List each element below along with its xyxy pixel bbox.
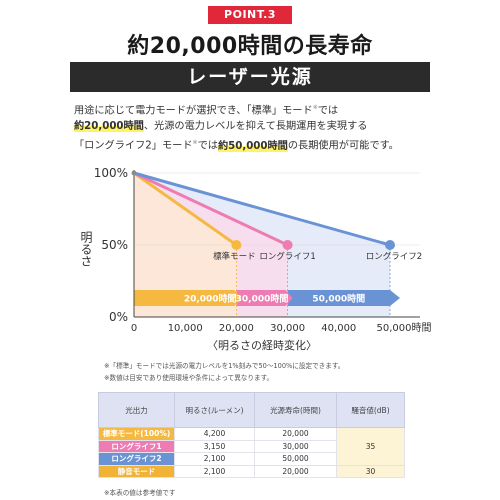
chart-note-1: ※「標準」モードでは光源の電力レベルを1%刻みで50～100%に設定できます。 bbox=[104, 362, 345, 370]
series-label: ロングライフ1 bbox=[259, 251, 315, 262]
x-tick-label: 40,000 bbox=[321, 323, 356, 334]
description-line-2: 約20,000時間、光源の電力レベルを抑えて長期運用を実現する bbox=[74, 121, 368, 133]
lifetime-bar-0 bbox=[134, 290, 242, 306]
x-tick-label: 0 bbox=[131, 323, 137, 334]
mode-cell: ロングライフ1 bbox=[98, 439, 175, 453]
life-cell: 20,000 bbox=[254, 464, 337, 478]
series-endpoint-1 bbox=[282, 240, 293, 250]
series-line-1 bbox=[132, 171, 290, 247]
series-endpoint-0 bbox=[231, 240, 242, 250]
life-cell: 50,000 bbox=[254, 452, 337, 466]
spec-table: 光出力 明るさ(ルーメン) 光源寿命(時間) 騒音値(dB) 標準モード(100… bbox=[98, 392, 405, 478]
y-axis-label: 明るさ bbox=[79, 231, 93, 267]
point-badge: POINT.3 bbox=[208, 6, 292, 24]
x-tick-label: 10,000 bbox=[168, 323, 203, 334]
life-cell: 20,000 bbox=[254, 427, 337, 441]
lumens-cell: 3,150 bbox=[174, 439, 255, 453]
header-lamp-life: 光源寿命(時間) bbox=[254, 392, 337, 428]
series-label: 標準モード bbox=[213, 251, 256, 262]
x-tick-label: 20,000 bbox=[219, 323, 254, 334]
bar-label: 20,000時間 bbox=[184, 293, 237, 305]
header-noise: 騒音値(dB) bbox=[336, 392, 405, 428]
table-row: 標準モード(100%) 4,200 20,000 35 bbox=[98, 427, 405, 466]
table-row: ロングライフ1 3,150 30,000 bbox=[98, 439, 405, 453]
table-row: 静音モード 2,100 20,000 30 bbox=[98, 464, 405, 478]
table-row: ロングライフ2 2,100 50,000 bbox=[98, 452, 405, 466]
bar-label: 50,000時間 bbox=[312, 293, 365, 305]
chart-note-2: ※数値は目安であり使用環境や条件によって異なります。 bbox=[104, 374, 274, 382]
lifetime-bar-1 bbox=[236, 290, 293, 306]
lifetime-bar-2 bbox=[287, 290, 400, 306]
y-tick-label: 50% bbox=[101, 238, 128, 252]
x-tick-label: 50,000時間 bbox=[377, 322, 432, 334]
start-point bbox=[131, 170, 137, 176]
headline: 約20,000時間の長寿命 bbox=[127, 34, 373, 59]
lumens-cell: 4,200 bbox=[174, 427, 255, 441]
header-brightness: 明るさ(ルーメン) bbox=[174, 392, 255, 428]
mode-cell: ロングライフ2 bbox=[98, 452, 175, 466]
y-tick-label: 100% bbox=[94, 166, 128, 180]
table-footnote: ※本表の値は参考値です bbox=[104, 489, 176, 497]
description: 用途に応じて電力モードが選択でき、「標準」モード※では 約20,000時間、光源… bbox=[74, 100, 430, 155]
mode-cell: 静音モード bbox=[98, 464, 175, 478]
noise-cell-shared: 35 bbox=[336, 427, 405, 466]
lumens-cell: 2,100 bbox=[174, 464, 255, 478]
lumens-cell: 2,100 bbox=[174, 452, 255, 466]
x-axis-label: 〈明るさの経時変化〉 bbox=[207, 338, 317, 352]
life-cell: 30,000 bbox=[254, 439, 337, 453]
series-line-2 bbox=[132, 171, 392, 247]
mode-cell: 標準モード(100%) bbox=[98, 427, 175, 441]
series-label: ロングライフ2 bbox=[366, 251, 422, 262]
y-tick-label: 0% bbox=[109, 310, 128, 324]
x-tick-label: 30,000 bbox=[270, 323, 305, 334]
brightness-chart: 20,000時間 30,000時間 50,000時間 標準モード ロングライフ1 ロングラ… bbox=[79, 166, 432, 352]
description-line-1: 用途に応じて電力モードが選択でき、「標準」モード※では bbox=[74, 104, 339, 117]
header-light-output: 光出力 bbox=[98, 392, 175, 428]
description-line-3: 「ロングライフ2」モード※では約50,000時間の長期使用が可能です。 bbox=[74, 139, 399, 152]
noise-cell-eco: 30 bbox=[336, 464, 405, 478]
series-endpoint-2 bbox=[385, 240, 395, 250]
bar-label: 30,000時間 bbox=[236, 293, 289, 305]
section-title-band: レーザー光源 bbox=[70, 62, 430, 92]
series-line-0 bbox=[132, 171, 238, 247]
